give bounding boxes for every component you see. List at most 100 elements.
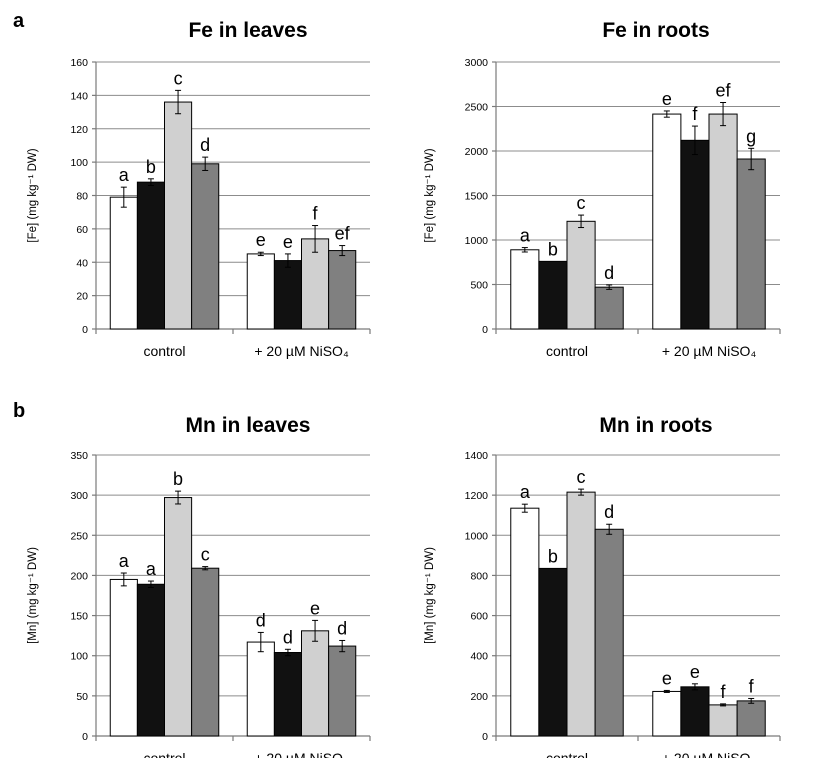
bar xyxy=(538,260,568,330)
chart-fe-leaves: Fe in leaves 0 20 40 60 80 100 120 140 160 [Fe] (m… xyxy=(27,19,371,359)
bar xyxy=(164,497,193,737)
x-category-label: + 20 µM NiSO₄ xyxy=(662,343,757,359)
y-tick-label: 20 xyxy=(76,291,88,303)
y-axis-label: [Fe] (mg kg⁻¹ DW) xyxy=(424,148,436,242)
bar xyxy=(736,700,766,737)
y-tick-label: 0 xyxy=(482,731,488,743)
significance-letter: f xyxy=(721,682,727,702)
significance-letter: ef xyxy=(716,80,732,100)
significance-letter: g xyxy=(746,126,756,146)
x-category-label: + 20 µM NiSO₄ xyxy=(254,750,349,758)
bar xyxy=(594,286,624,330)
panel-label-b: b xyxy=(13,400,26,422)
bar xyxy=(191,567,220,737)
bar xyxy=(736,158,766,330)
bar xyxy=(109,196,138,330)
y-tick-label: 500 xyxy=(470,280,488,292)
y-tick-label: 80 xyxy=(76,191,88,203)
y-tick-label: 350 xyxy=(70,450,88,462)
significance-letter: d xyxy=(604,502,614,522)
significance-letter: c xyxy=(201,545,210,565)
bar xyxy=(164,101,193,330)
significance-letter: d xyxy=(604,263,614,283)
bar xyxy=(246,641,275,737)
significance-letter: d xyxy=(337,618,347,638)
chart-fe-roots: Fe in roots 0 500 1000 1500 2000 2500 3000 [Fe] … xyxy=(424,19,781,359)
bar xyxy=(136,583,165,737)
y-tick-label: 2000 xyxy=(465,146,489,158)
significance-letter: f xyxy=(313,204,319,224)
x-category-label: + 20 µM NiSO₄ xyxy=(662,750,757,758)
y-axis-label: [Mn] (mg kg⁻¹ DW) xyxy=(27,547,39,644)
x-category-label: control xyxy=(143,343,185,359)
significance-letter: a xyxy=(520,226,531,246)
y-tick-label: 0 xyxy=(482,324,488,336)
significance-letter: b xyxy=(548,546,558,566)
bar xyxy=(301,630,330,737)
y-tick-label: 600 xyxy=(470,611,488,623)
significance-letter: c xyxy=(577,467,586,487)
chart-title: Mn in roots xyxy=(599,414,712,437)
bar xyxy=(680,686,710,737)
x-category-label: control xyxy=(546,343,588,359)
bar xyxy=(652,690,682,737)
chart-mn-leaves: Mn in leaves 0 50 100 150 200 250 300 350 [Mn] (m… xyxy=(27,414,371,758)
chart-title: Mn in leaves xyxy=(186,414,311,437)
significance-letter: e xyxy=(690,662,700,682)
bar xyxy=(538,567,568,737)
y-tick-label: 200 xyxy=(470,691,488,703)
bar xyxy=(566,220,596,330)
y-tick-label: 140 xyxy=(70,90,88,102)
significance-letter: b xyxy=(146,157,156,177)
y-tick-label: 300 xyxy=(70,490,88,502)
bar xyxy=(109,578,138,737)
significance-letter: f xyxy=(692,104,698,124)
significance-letter: e xyxy=(662,668,672,688)
y-tick-label: 400 xyxy=(470,651,488,663)
bar xyxy=(191,163,220,330)
y-tick-label: 1000 xyxy=(465,235,489,247)
y-tick-label: 60 xyxy=(76,224,88,236)
y-tick-label: 200 xyxy=(70,570,88,582)
significance-letter: b xyxy=(173,469,183,489)
significance-letter: e xyxy=(662,89,672,109)
bar xyxy=(708,704,738,737)
y-tick-label: 0 xyxy=(82,324,88,336)
bar xyxy=(652,113,682,330)
y-tick-label: 1000 xyxy=(465,530,489,542)
significance-letter: b xyxy=(548,239,558,259)
chart-mn-roots: Mn in roots 0 200 400 600 800 1000 1200 1400 [Mn]… xyxy=(424,414,781,758)
significance-letter: ef xyxy=(335,224,351,244)
significance-letter: d xyxy=(283,627,293,647)
significance-letter: d xyxy=(200,135,210,155)
significance-letter: e xyxy=(310,598,320,618)
significance-letter: a xyxy=(146,559,157,579)
bar xyxy=(510,507,540,737)
significance-letter: c xyxy=(174,68,183,88)
significance-letter: f xyxy=(749,676,755,696)
bar xyxy=(246,253,275,330)
y-tick-label: 800 xyxy=(470,570,488,582)
bar xyxy=(566,491,596,737)
chart-title: Fe in roots xyxy=(602,19,709,42)
y-tick-label: 1500 xyxy=(465,191,489,203)
y-tick-label: 250 xyxy=(70,530,88,542)
bar xyxy=(136,181,165,330)
bar xyxy=(594,528,624,737)
significance-letter: a xyxy=(520,482,531,502)
y-tick-label: 120 xyxy=(70,124,88,136)
bar xyxy=(273,652,302,737)
y-axis-label: [Fe] (mg kg⁻¹ DW) xyxy=(27,148,39,242)
panel-label-a: a xyxy=(13,10,25,32)
y-tick-label: 150 xyxy=(70,611,88,623)
x-category-label: control xyxy=(143,750,185,758)
y-tick-label: 1200 xyxy=(465,490,489,502)
bar xyxy=(328,250,357,330)
x-category-label: + 20 µM NiSO₄ xyxy=(254,343,349,359)
y-tick-label: 0 xyxy=(82,731,88,743)
x-category-label: control xyxy=(546,750,588,758)
bar xyxy=(510,249,540,330)
bar xyxy=(680,139,710,330)
y-tick-label: 160 xyxy=(70,57,88,69)
significance-letter: d xyxy=(256,610,266,630)
